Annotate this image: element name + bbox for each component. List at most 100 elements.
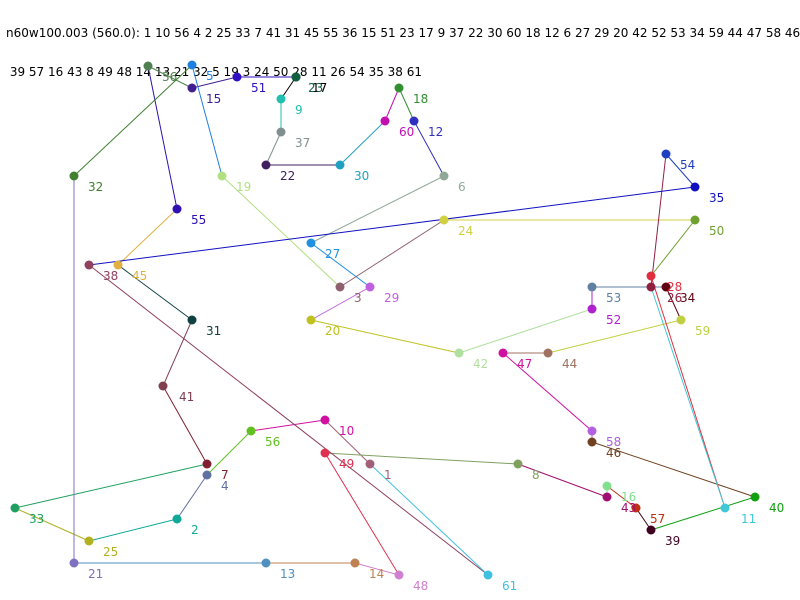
node-label-58: 58: [606, 435, 621, 449]
node-57: [631, 503, 641, 513]
node-label-10: 10: [339, 424, 354, 438]
node-47: [498, 348, 508, 358]
edge-54-35: [665, 153, 696, 188]
node-label-31: 31: [206, 324, 221, 338]
edge-5-19: [191, 64, 223, 177]
node-3: [335, 282, 345, 292]
node-2: [172, 514, 182, 524]
edge-3-24: [339, 219, 445, 288]
node-label-45: 45: [132, 269, 147, 283]
edge-46-40: [591, 441, 756, 498]
node-56: [246, 426, 256, 436]
edge-56-4: [206, 430, 252, 476]
node-label-51: 51: [251, 81, 266, 95]
edge-40-39: [650, 496, 756, 531]
edge-2-25: [88, 518, 178, 542]
edge-36-15: [147, 65, 193, 89]
edge-31-45: [117, 264, 193, 321]
node-22: [261, 160, 271, 170]
node-label-52: 52: [606, 313, 621, 327]
edge-25-33: [14, 507, 90, 542]
edge-29-20: [310, 286, 371, 321]
node-40: [750, 492, 760, 502]
node-label-21: 21: [88, 567, 103, 581]
edge-8-49: [324, 452, 519, 465]
node-12: [409, 116, 419, 126]
node-16: [602, 481, 612, 491]
node-42: [454, 348, 464, 358]
node-label-38: 38: [103, 269, 118, 283]
node-label-3: 3: [354, 291, 362, 305]
node-37: [276, 127, 286, 137]
edge-57-16: [606, 485, 637, 509]
node-54: [661, 149, 671, 159]
node-label-30: 30: [354, 169, 369, 183]
edge-49-48: [324, 452, 400, 576]
edge-18-12: [398, 87, 415, 122]
edge-55-36: [147, 65, 178, 210]
node-label-20: 20: [325, 324, 340, 338]
node-61: [483, 570, 493, 580]
edge-11-26: [650, 286, 726, 509]
node-label-53: 53: [606, 291, 621, 305]
node-35: [690, 182, 700, 192]
node-4: [202, 470, 212, 480]
node-41: [158, 381, 168, 391]
node-label-60: 60: [399, 125, 414, 139]
node-label-36: 36: [162, 70, 177, 84]
node-8: [513, 459, 523, 469]
edge-37-22: [265, 131, 282, 166]
node-14: [350, 558, 360, 568]
node-label-17: 17: [312, 81, 327, 95]
node-44: [543, 348, 553, 358]
node-label-43: 43: [621, 501, 636, 515]
node-30: [335, 160, 345, 170]
node-label-55: 55: [191, 213, 206, 227]
node-label-1: 1: [384, 468, 392, 482]
node-53: [587, 282, 597, 292]
node-label-7: 7: [221, 468, 229, 482]
node-51: [232, 72, 242, 82]
node-label-44: 44: [562, 357, 577, 371]
node-11: [720, 503, 730, 513]
edge-59-44: [547, 319, 682, 354]
node-26: [646, 282, 656, 292]
tour-header: n60w100.003 (560.0): 1 10 56 4 2 25 33 7…: [6, 1, 800, 92]
node-label-5: 5: [206, 69, 214, 83]
edge-42-52: [458, 308, 593, 354]
node-9: [276, 94, 286, 104]
edge-32-5: [73, 64, 193, 177]
node-label-24: 24: [458, 224, 473, 238]
node-1: [365, 459, 375, 469]
edge-47-58: [502, 352, 593, 432]
node-48: [394, 570, 404, 580]
node-label-4: 4: [221, 479, 229, 493]
node-43: [602, 492, 612, 502]
node-label-59: 59: [695, 324, 710, 338]
node-label-15: 15: [206, 92, 221, 106]
node-label-42: 42: [473, 357, 488, 371]
node-59: [676, 315, 686, 325]
node-label-48: 48: [413, 579, 428, 593]
node-label-22: 22: [280, 169, 295, 183]
edge-38-61: [88, 264, 489, 576]
node-label-11: 11: [741, 512, 756, 526]
node-55: [172, 204, 182, 214]
node-29: [365, 282, 375, 292]
node-28: [646, 271, 656, 281]
node-label-18: 18: [413, 92, 428, 106]
node-label-35: 35: [709, 191, 724, 205]
node-33: [10, 503, 20, 513]
node-27: [306, 238, 316, 248]
node-21: [69, 558, 79, 568]
node-label-23: 23: [308, 81, 323, 95]
edge-15-51: [191, 76, 238, 89]
tour-header-line-1: n60w100.003 (560.0): 1 10 56 4 2 25 33 7…: [6, 26, 800, 40]
node-label-57: 57: [650, 512, 665, 526]
edge-41-31: [162, 319, 193, 387]
node-label-13: 13: [280, 567, 295, 581]
edge-6-27: [310, 175, 445, 244]
node-24: [439, 215, 449, 225]
node-label-6: 6: [458, 180, 466, 194]
edge-27-29: [310, 242, 371, 288]
